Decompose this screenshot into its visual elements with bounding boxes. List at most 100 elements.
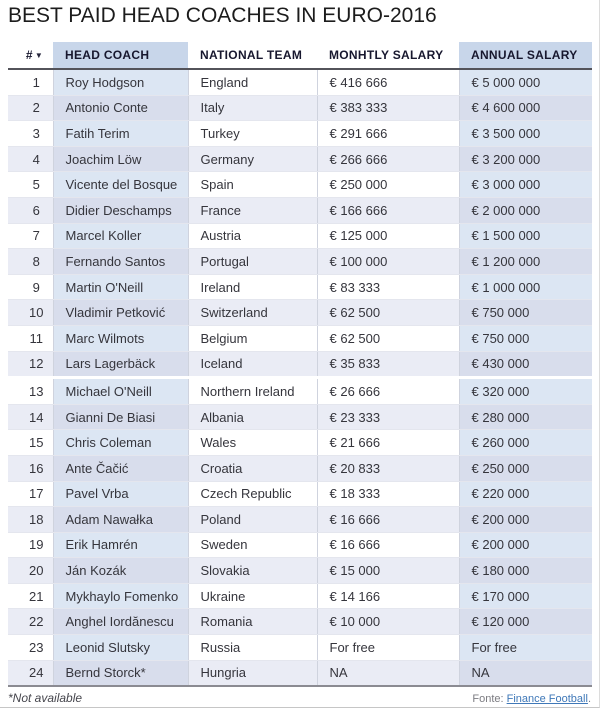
cell-team: Ireland	[187, 274, 317, 301]
table-row: 2 Antonio Conte Italy € 383 333 € 4 600 000	[8, 95, 592, 122]
cell-team: Romania	[187, 608, 317, 636]
table-row: 4 Joachim Löw Germany € 266 666 € 3 200 000	[8, 146, 592, 173]
cell-rank: 14	[8, 404, 53, 431]
cell-team: England	[187, 69, 317, 96]
rank-header-label: #	[25, 48, 33, 62]
cell-monthly-salary: € 62 500	[316, 325, 459, 352]
cell-team: France	[187, 197, 317, 224]
cell-annual-salary: € 280 000	[458, 404, 592, 431]
table-row: 17 Pavel Vrba Czech Republic € 18 333 € 220 …	[8, 481, 592, 508]
table-row: 22 Anghel Iordănescu Romania € 10 000 € 120 …	[8, 608, 592, 636]
cell-coach: Pavel Vrba	[52, 481, 188, 508]
cell-rank: 4	[8, 146, 53, 173]
source-label: Fonte:	[472, 693, 504, 705]
cell-coach: Martin O'Neill	[52, 274, 188, 301]
cell-annual-salary: € 5 000 000	[458, 69, 592, 96]
cell-rank: 6	[8, 197, 53, 224]
sort-desc-icon: ▼	[34, 51, 44, 60]
cell-annual-salary: € 250 000	[458, 455, 592, 482]
cell-monthly-salary: € 250 000	[316, 171, 459, 198]
cell-rank: 2	[8, 95, 53, 122]
cell-team: Italy	[187, 95, 317, 122]
cell-rank: 22	[8, 608, 53, 636]
cell-annual-salary: € 260 000	[458, 429, 592, 456]
column-header-annual-salary[interactable]: ANNUAL SALARY	[459, 42, 592, 70]
table-row: 18 Adam Nawałka Poland € 16 666 € 200 000	[8, 506, 592, 533]
cell-rank: 9	[8, 274, 53, 301]
cell-rank: 17	[8, 481, 53, 508]
cell-coach: Michael O'Neill	[52, 376, 188, 405]
cell-monthly-salary: € 291 666	[316, 120, 459, 147]
cell-annual-salary: € 1 500 000	[458, 223, 592, 250]
cell-rank: 21	[8, 583, 53, 610]
cell-annual-salary: € 3 000 000	[458, 171, 592, 198]
coaches-table: # ▼ HEAD COACH NATIONAL TEAM MONHTLY SALA…	[8, 42, 592, 688]
cell-monthly-salary: € 35 833	[316, 351, 459, 379]
cell-coach: Bernd Storck*	[52, 660, 188, 688]
cell-team: Austria	[187, 223, 317, 250]
cell-rank: 15	[8, 429, 53, 456]
column-header-rank[interactable]: # ▼	[8, 42, 53, 70]
cell-team: Wales	[187, 429, 317, 456]
source-credit: Fonte: Finance Football.	[472, 693, 591, 705]
cell-annual-salary: € 2 000 000	[458, 197, 592, 224]
cell-team: Poland	[187, 506, 317, 533]
cell-rank: 12	[8, 351, 53, 379]
cell-annual-salary: € 200 000	[458, 506, 592, 533]
cell-team: Hungria	[187, 660, 317, 688]
cell-coach: Marc Wilmots	[52, 325, 188, 352]
cell-coach: Leonid Slutsky	[52, 634, 188, 661]
cell-annual-salary: € 170 000	[458, 583, 592, 610]
cell-annual-salary: € 1 000 000	[458, 274, 592, 301]
cell-rank: 20	[8, 557, 53, 584]
cell-coach: Antonio Conte	[52, 95, 188, 122]
footnote: *Not available	[8, 691, 83, 705]
cell-annual-salary: For free	[458, 634, 592, 661]
table-row: 15 Chris Coleman Wales € 21 666 € 260 000	[8, 429, 592, 456]
cell-annual-salary: € 4 600 000	[458, 95, 592, 122]
table-row: 13 Michael O'Neill Northern Ireland € 26 66…	[8, 376, 592, 405]
cell-annual-salary: € 320 000	[458, 376, 592, 405]
cell-team: Slovakia	[187, 557, 317, 584]
column-header-team[interactable]: NATIONAL TEAM	[188, 42, 317, 70]
cell-annual-salary: € 430 000	[458, 351, 592, 379]
cell-monthly-salary: € 383 333	[316, 95, 459, 122]
cell-annual-salary: € 200 000	[458, 532, 592, 559]
table-row: 1 Roy Hodgson England € 416 666 € 5 000 000	[8, 69, 592, 96]
cell-annual-salary: € 220 000	[458, 481, 592, 508]
cell-annual-salary: € 180 000	[458, 557, 592, 584]
cell-annual-salary: € 750 000	[458, 325, 592, 352]
cell-coach: Erik Hamrén	[52, 532, 188, 559]
table-row: 19 Erik Hamrén Sweden € 16 666 € 200 000	[8, 532, 592, 559]
cell-monthly-salary: € 26 666	[316, 376, 459, 405]
cell-rank: 11	[8, 325, 53, 352]
cell-monthly-salary: € 100 000	[316, 248, 459, 275]
table-row: 6 Didier Deschamps France € 166 666 € 2 000 …	[8, 197, 592, 224]
cell-team: Spain	[187, 171, 317, 198]
cell-monthly-salary: € 21 666	[316, 429, 459, 456]
cell-annual-salary: € 3 200 000	[458, 146, 592, 173]
cell-coach: Vladimir Petković	[52, 299, 188, 326]
table-row: 8 Fernando Santos Portugal € 100 000 € 1 200…	[8, 248, 592, 275]
cell-coach: Vicente del Bosque	[52, 171, 188, 198]
column-header-coach[interactable]: HEAD COACH	[53, 42, 188, 70]
cell-monthly-salary: € 23 333	[316, 404, 459, 431]
cell-coach: Ján Kozák	[52, 557, 188, 584]
cell-coach: Lars Lagerbäck	[52, 351, 188, 379]
cell-annual-salary: € 120 000	[458, 608, 592, 636]
source-link[interactable]: Finance Football	[506, 693, 588, 705]
cell-monthly-salary: € 266 666	[316, 146, 459, 173]
column-header-monthly-salary[interactable]: MONHTLY SALARY	[317, 42, 459, 70]
table-row: 5 Vicente del Bosque Spain € 250 000 € 3 000…	[8, 171, 592, 198]
cell-monthly-salary: € 20 833	[316, 455, 459, 482]
cell-team: Albania	[187, 404, 317, 431]
table-row: 21 Mykhaylo Fomenko Ukraine € 14 166 € 170 0…	[8, 583, 592, 610]
cell-team: Switzerland	[187, 299, 317, 326]
cell-rank: 5	[8, 171, 53, 198]
cell-team: Iceland	[187, 351, 317, 379]
cell-rank: 7	[8, 223, 53, 250]
table-row: 24 Bernd Storck* Hungria NA NA	[8, 660, 592, 688]
cell-team: Belgium	[187, 325, 317, 352]
cell-coach: Mykhaylo Fomenko	[52, 583, 188, 610]
cell-coach: Marcel Koller	[52, 223, 188, 250]
